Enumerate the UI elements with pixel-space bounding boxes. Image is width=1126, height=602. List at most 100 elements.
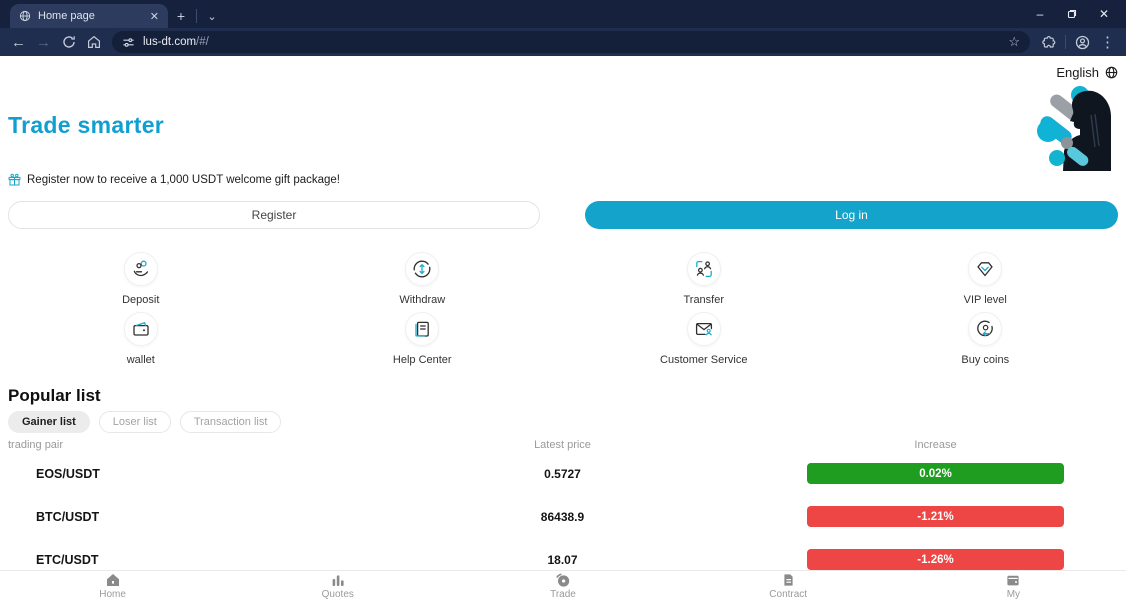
- restore-button[interactable]: [1056, 1, 1088, 27]
- register-button[interactable]: Register: [8, 201, 540, 229]
- market-table-header: trading pair Latest price Increase: [0, 438, 1126, 452]
- tab-transaction-list[interactable]: Transaction list: [179, 411, 282, 433]
- quick-action-label: Buy coins: [961, 354, 1010, 366]
- tab-title: Home page: [38, 10, 95, 22]
- wallet-icon: [123, 312, 158, 346]
- vip-level-icon: [968, 252, 1003, 286]
- language-label: English: [1056, 65, 1099, 80]
- quick-action-deposit[interactable]: Deposit: [0, 252, 282, 307]
- table-row[interactable]: BTC/USDT 86438.9 -1.21%: [0, 495, 1126, 538]
- column-header-pair: trading pair: [8, 439, 64, 451]
- withdraw-icon: [405, 252, 440, 286]
- bookmark-star-icon[interactable]: ☆: [1008, 34, 1020, 49]
- tabstrip-separator: [196, 9, 197, 23]
- promo-banner: Register now to receive a 1,000 USDT wel…: [8, 173, 340, 186]
- toolbar-separator: [1065, 35, 1066, 49]
- column-header-change: Increase: [914, 439, 957, 451]
- nav-label: Home: [99, 589, 126, 600]
- quick-actions-grid: Deposit wallet Withdraw: [0, 252, 1126, 367]
- minimize-button[interactable]: –: [1036, 7, 1044, 21]
- quick-action-transfer[interactable]: Transfer: [563, 252, 845, 307]
- extensions-icon[interactable]: [1036, 30, 1061, 54]
- nav-contract[interactable]: Contract: [676, 571, 901, 602]
- gift-icon: [8, 173, 21, 186]
- nav-label: Trade: [550, 589, 576, 600]
- tab-close-icon[interactable]: ✕: [149, 10, 159, 23]
- address-bar[interactable]: lus-dt.com/#/ ☆: [112, 31, 1030, 53]
- quick-action-vip-level[interactable]: VIP level: [845, 252, 1126, 307]
- browser-toolbar: ← → lus-dt.com/#/ ☆ ⋮: [0, 28, 1126, 56]
- market-table: trading pair Latest price Increase EOS/U…: [0, 438, 1126, 581]
- language-globe-icon: [1105, 66, 1118, 79]
- quick-action-customer-service[interactable]: Customer Service: [563, 312, 845, 367]
- menu-icon[interactable]: ⋮: [1100, 34, 1115, 51]
- nav-label: Contract: [769, 589, 808, 600]
- pair-name: EOS/USDT: [36, 466, 100, 481]
- tab-search-chevron-icon[interactable]: ⌄: [207, 10, 217, 23]
- nav-label: Quotes: [321, 589, 354, 600]
- transfer-icon: [686, 252, 721, 286]
- buy-coins-icon: [968, 312, 1003, 346]
- quick-action-buy-coins[interactable]: Buy coins: [845, 312, 1126, 367]
- language-switcher[interactable]: English: [1056, 65, 1118, 80]
- quotes-nav-icon: [331, 573, 345, 587]
- latest-price: 86438.9: [540, 509, 585, 524]
- site-settings-icon[interactable]: [122, 36, 135, 49]
- back-icon[interactable]: ←: [11, 33, 26, 51]
- bottom-navigation: Home Quotes Trade Contract: [0, 570, 1126, 602]
- quick-action-label: VIP level: [963, 294, 1007, 306]
- nav-trade[interactable]: Trade: [450, 571, 675, 602]
- change-badge: -1.21%: [807, 506, 1064, 527]
- browser-tabstrip: Home page ✕ + ⌄ – ✕: [0, 0, 1126, 28]
- pair-name: BTC/USDT: [36, 509, 100, 524]
- customer-service-icon: [686, 312, 721, 346]
- window-controls: – ✕: [1024, 0, 1120, 28]
- nav-my[interactable]: My: [901, 571, 1126, 602]
- quick-action-wallet[interactable]: wallet: [0, 312, 282, 367]
- tab-loser-list[interactable]: Loser list: [98, 411, 171, 433]
- tab-gainer-list[interactable]: Gainer list: [8, 411, 90, 433]
- quick-action-label: Help Center: [392, 354, 452, 366]
- reload-icon[interactable]: [56, 30, 81, 54]
- cta-row: Register Log in: [8, 201, 1118, 229]
- trade-nav-icon: [556, 573, 570, 587]
- quick-action-help-center[interactable]: Help Center: [282, 312, 564, 367]
- close-button[interactable]: ✕: [1098, 7, 1110, 21]
- new-tab-button[interactable]: +: [176, 8, 186, 24]
- forward-icon[interactable]: →: [36, 33, 51, 51]
- list-tabs: Gainer list Loser list Transaction list: [8, 411, 282, 433]
- profile-icon[interactable]: [1070, 30, 1095, 54]
- column-header-price: Latest price: [534, 439, 591, 451]
- home-nav-icon: [106, 573, 120, 587]
- quick-action-label: Withdraw: [399, 294, 446, 306]
- home-icon[interactable]: [81, 30, 106, 54]
- promo-text: Register now to receive a 1,000 USDT wel…: [27, 173, 340, 186]
- table-row[interactable]: EOS/USDT 0.5727 0.02%: [0, 452, 1126, 495]
- login-button[interactable]: Log in: [585, 201, 1118, 229]
- url-text: lus-dt.com/#/: [143, 36, 209, 48]
- quick-action-withdraw[interactable]: wallet Withdraw: [282, 252, 564, 307]
- pair-name: ETC/USDT: [36, 552, 99, 567]
- page-title: Trade smarter: [8, 112, 165, 138]
- page-content: English Trade smarter: [0, 56, 1126, 570]
- nav-label: My: [1006, 589, 1021, 600]
- contract-nav-icon: [781, 573, 795, 587]
- latest-price: 0.5727: [544, 466, 581, 481]
- latest-price: 18.07: [547, 552, 578, 567]
- favicon-globe-icon: [19, 10, 31, 22]
- quick-action-label: Customer Service: [660, 354, 748, 366]
- help-center-icon: [405, 312, 440, 346]
- deposit-icon: [123, 252, 158, 286]
- url-host: lus-dt.com: [143, 36, 197, 48]
- hero-illustration: [1036, 85, 1118, 171]
- quick-action-label: Transfer: [683, 294, 725, 306]
- table-row[interactable]: ETC/USDT 18.07 -1.26%: [0, 538, 1126, 581]
- nav-quotes[interactable]: Quotes: [225, 571, 450, 602]
- quick-action-label: wallet: [126, 354, 155, 366]
- url-path: /#/: [196, 36, 209, 48]
- browser-tab[interactable]: Home page ✕: [10, 4, 168, 28]
- change-badge: -1.26%: [807, 549, 1064, 570]
- change-badge: 0.02%: [807, 463, 1064, 484]
- quick-action-label: Deposit: [122, 294, 160, 306]
- nav-home[interactable]: Home: [0, 571, 225, 602]
